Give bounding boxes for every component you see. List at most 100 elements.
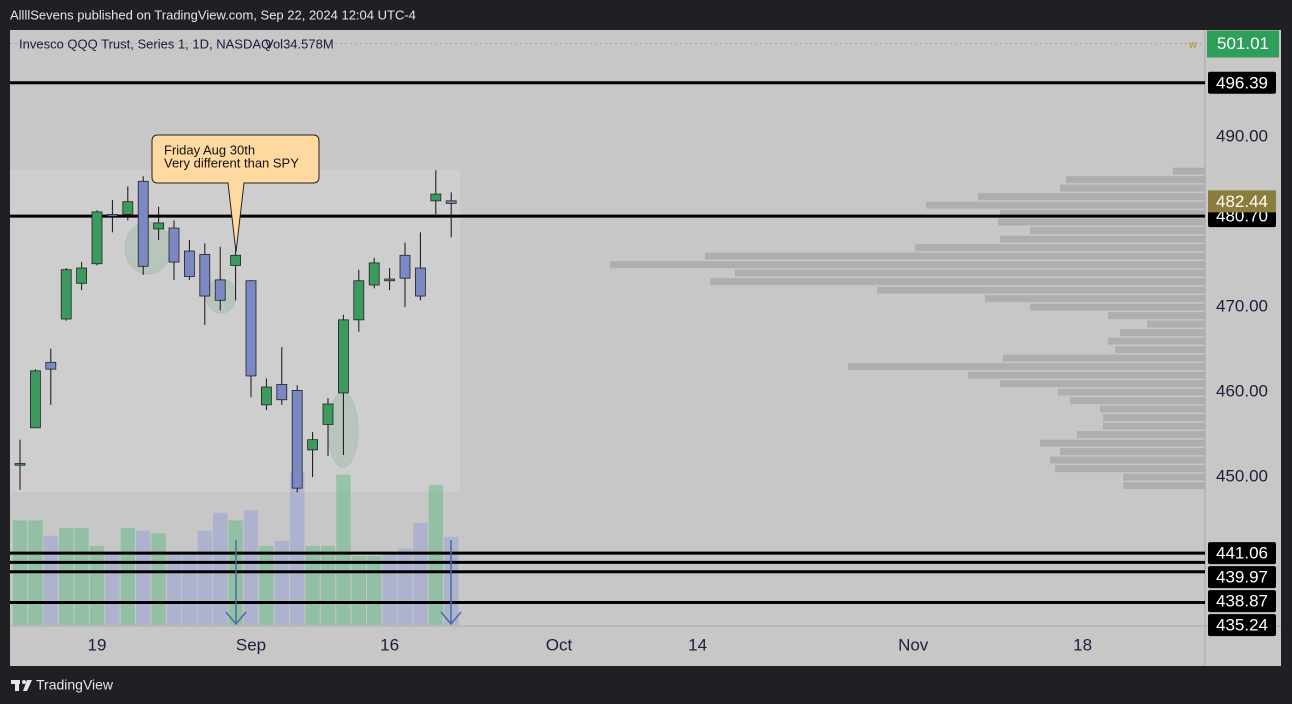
profile-bar: [610, 261, 1205, 269]
profile-bar: [1108, 337, 1205, 345]
candle-body: [153, 222, 165, 230]
profile-bar: [1115, 346, 1205, 354]
axes: 490.00 470.00 460.00 450.00 19 Sep 16 Oct 14 Nov 1…: [88, 127, 1268, 655]
profile-bar: [1003, 354, 1205, 362]
candle-body: [307, 439, 318, 451]
level-label-bg: [1208, 71, 1276, 94]
volume-bar: [59, 528, 74, 625]
volume-profile: [610, 167, 1205, 490]
volume-bar: [120, 528, 136, 625]
level-label: 439.97: [1216, 568, 1268, 587]
candle-body: [399, 254, 411, 279]
profile-bar: [1030, 303, 1205, 311]
candle-body: [337, 319, 349, 394]
candle-body: [76, 267, 88, 284]
candle-body: [199, 253, 211, 297]
volume-legend: Vol34.578M: [265, 36, 334, 51]
volume-bar: [182, 553, 197, 625]
profile-bar: [1147, 320, 1205, 328]
volume-bar: [305, 545, 320, 625]
profile-bar: [1066, 176, 1205, 184]
candle-body: [122, 201, 134, 215]
volume-bar: [290, 472, 305, 625]
candle-body: [245, 280, 257, 377]
annotation-text: Friday Aug 30th: [164, 142, 255, 157]
profile-bar: [1060, 448, 1205, 456]
candle-body: [368, 262, 380, 286]
candle-body: [168, 227, 180, 263]
profile-bar: [1050, 456, 1205, 464]
volume-bar: [351, 556, 366, 625]
volume-bar: [336, 474, 351, 625]
y-tick-label: 490.00: [1216, 127, 1268, 146]
quote-label-bg: [1207, 30, 1279, 58]
profile-bar: [1173, 167, 1205, 175]
volume-bar: [259, 545, 274, 625]
footer-logo: [11, 680, 32, 691]
level-label: 435.24: [1216, 616, 1268, 635]
x-tick-label: Sep: [236, 635, 266, 654]
level-label-bg: [1208, 590, 1276, 613]
profile-bar: [1000, 380, 1205, 388]
profile-bar: [1103, 422, 1205, 430]
candle-body: [414, 267, 426, 297]
volume-bar: [136, 530, 151, 625]
x-tick-label: Nov: [898, 635, 929, 654]
publisher-line: AllllSevens published on TradingView.com…: [10, 7, 416, 22]
callout: Friday Aug 30th Very different than SPY: [151, 134, 320, 253]
volume-bar: [428, 484, 443, 625]
volume-bar: [413, 523, 428, 625]
level-label: 441.06: [1216, 544, 1268, 563]
volume-bar: [43, 535, 59, 625]
candle-body: [91, 211, 103, 265]
candle-body: [30, 370, 41, 429]
candle-body: [137, 180, 149, 267]
x-tick-label: 14: [688, 635, 707, 654]
volume-bar: [320, 545, 336, 625]
profile-bar: [926, 201, 1205, 209]
profile-bar: [1058, 388, 1205, 396]
profile-bar: [1060, 184, 1205, 192]
y-tick-label: 470.00: [1216, 297, 1268, 316]
profile-bar: [915, 244, 1205, 252]
profile-bar: [1120, 329, 1205, 337]
profile-bar: [1123, 482, 1205, 490]
profile-bar: [1108, 312, 1205, 320]
profile-bar: [710, 278, 1205, 286]
profile-bar: [1123, 473, 1205, 481]
profile-bar: [1030, 227, 1205, 235]
volume-bar: [366, 556, 382, 625]
profile-bar: [1055, 465, 1205, 473]
x-tick-label: 19: [88, 635, 107, 654]
profile-bar: [735, 269, 1205, 277]
candle-body: [14, 463, 26, 466]
level-layer: 496.39480.70441.06439.97438.87435.24501.…: [10, 30, 1279, 637]
profile-bar: [968, 371, 1205, 379]
y-tick-label: 450.00: [1216, 467, 1268, 486]
volume-bar: [243, 510, 259, 625]
level-label-bg: [1208, 566, 1276, 589]
candle-layer: [14, 170, 457, 493]
candle-body: [353, 280, 365, 321]
profile-bar: [1000, 235, 1205, 243]
profile-bar: [877, 286, 1205, 294]
volume-bar: [382, 553, 397, 625]
profile-bar: [1077, 431, 1205, 439]
x-tick-label: Oct: [546, 635, 573, 654]
volume-bar: [105, 553, 120, 625]
candle-body: [45, 361, 57, 370]
candle-body: [430, 193, 442, 202]
level-label: 496.39: [1216, 73, 1268, 92]
arrow: [225, 540, 462, 626]
candle-body: [184, 250, 195, 277]
last-price-label-bg: [1208, 190, 1276, 213]
profile-bar: [1040, 439, 1205, 447]
level-label-bg: [1208, 614, 1276, 637]
marker: w: [1188, 39, 1197, 51]
profile-bar: [1100, 405, 1205, 413]
profile-bar: [985, 295, 1205, 303]
annotation-text: Very different than SPY: [164, 155, 299, 170]
candle-body: [276, 384, 288, 401]
